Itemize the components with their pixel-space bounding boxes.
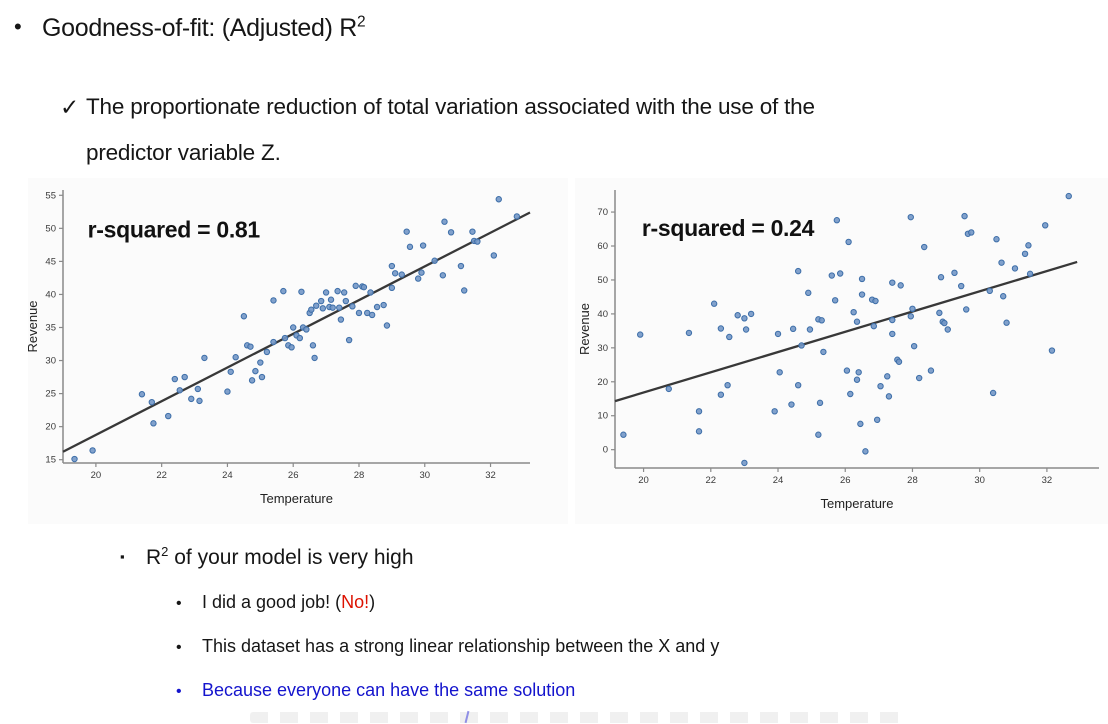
scatter-plot-high-r2: 20 22 24 26 28 30 32 15 20 25 30 35 40 45 50 55 Temperat… (25, 178, 568, 529)
svg-text:28: 28 (907, 475, 918, 486)
svg-text:0: 0 (603, 445, 608, 456)
svg-text:30: 30 (597, 343, 608, 354)
note-sub2-text: This dataset has a strong linear relatio… (202, 636, 720, 656)
cutoff-blue-mark (464, 710, 470, 724)
dot-bullet-icon: • (176, 595, 182, 612)
note-sub2-row: • This dataset has a strong linear relati… (176, 636, 719, 657)
svg-text:70: 70 (597, 207, 608, 218)
definition-text: The proportionate reduction of total var… (86, 84, 815, 176)
scatter-plot-low-r2: 20 22 24 26 28 30 32 0 10 20 30 40 50 60 70 Temperature… (575, 178, 1108, 529)
checkmark-icon: ✓ (60, 94, 80, 120)
svg-text:20: 20 (45, 422, 56, 433)
svg-text:32: 32 (485, 470, 496, 481)
svg-text:20: 20 (91, 470, 102, 481)
svg-text:30: 30 (974, 475, 985, 486)
square-bullet-icon: ▪ (120, 549, 125, 564)
svg-text:Revenue: Revenue (577, 303, 592, 355)
svg-text:50: 50 (597, 275, 608, 286)
definition-row: ✓ The proportionate reduction of total va… (60, 84, 815, 176)
dot-bullet-icon: • (176, 683, 182, 700)
svg-text:40: 40 (45, 289, 56, 300)
note-sub1-row: • I did a good job! (No!) (176, 592, 375, 613)
svg-text:24: 24 (222, 470, 233, 481)
svg-text:22: 22 (706, 475, 717, 486)
svg-text:r-squared = 0.24: r-squared = 0.24 (642, 215, 815, 241)
note-main-text: R2 of your model is very high (146, 544, 414, 569)
definition-line-1: The proportionate reduction of total var… (86, 94, 815, 119)
svg-text:Revenue: Revenue (28, 300, 40, 352)
svg-text:r-squared = 0.81: r-squared = 0.81 (88, 217, 261, 243)
svg-text:22: 22 (156, 470, 167, 481)
dot-bullet-icon: • (176, 639, 182, 656)
svg-text:30: 30 (45, 356, 56, 367)
svg-text:26: 26 (288, 470, 299, 481)
svg-text:45: 45 (45, 256, 56, 267)
svg-text:Temperature: Temperature (260, 491, 333, 506)
page-title-superscript: 2 (357, 14, 366, 31)
svg-text:35: 35 (45, 322, 56, 333)
note-sub3-row: • Because everyone can have the same solu… (176, 680, 575, 701)
svg-text:10: 10 (597, 411, 608, 422)
svg-text:Temperature: Temperature (821, 496, 894, 511)
svg-text:20: 20 (638, 475, 649, 486)
svg-text:32: 32 (1042, 475, 1053, 486)
note-main-row: ▪ R2 of your model is very high (120, 544, 414, 570)
scatter-plot-low-r2: 20 22 24 26 28 30 32 0 10 20 30 40 50 60 70 Temperature… (575, 178, 1108, 524)
svg-text:28: 28 (354, 470, 365, 481)
svg-text:20: 20 (597, 377, 608, 388)
svg-text:40: 40 (597, 309, 608, 320)
scatter-plot-high-r2: 20 22 24 26 28 30 32 15 20 25 30 35 40 45 50 55 Temperat… (25, 178, 568, 524)
note-main-superscript: 2 (161, 544, 169, 559)
cutoff-text-remnant (250, 710, 906, 724)
slide-title-row: • Goodness-of-fit: (Adjusted) R2 (14, 14, 366, 43)
svg-text:60: 60 (597, 241, 608, 252)
svg-text:30: 30 (419, 470, 430, 481)
svg-text:15: 15 (45, 455, 56, 466)
svg-text:50: 50 (45, 223, 56, 234)
page-title: Goodness-of-fit: (Adjusted) R2 (42, 14, 366, 43)
svg-text:26: 26 (840, 475, 851, 486)
svg-text:55: 55 (45, 190, 56, 201)
svg-text:25: 25 (45, 389, 56, 400)
note-sub1-text: I did a good job! (No!) (202, 592, 376, 612)
definition-line-2: predictor variable Z. (86, 140, 281, 165)
note-sub3-text: Because everyone can have the same solut… (202, 680, 576, 700)
svg-text:24: 24 (773, 475, 784, 486)
title-bullet-icon: • (14, 14, 22, 40)
note-sub1-no-highlight: No! (341, 592, 370, 612)
